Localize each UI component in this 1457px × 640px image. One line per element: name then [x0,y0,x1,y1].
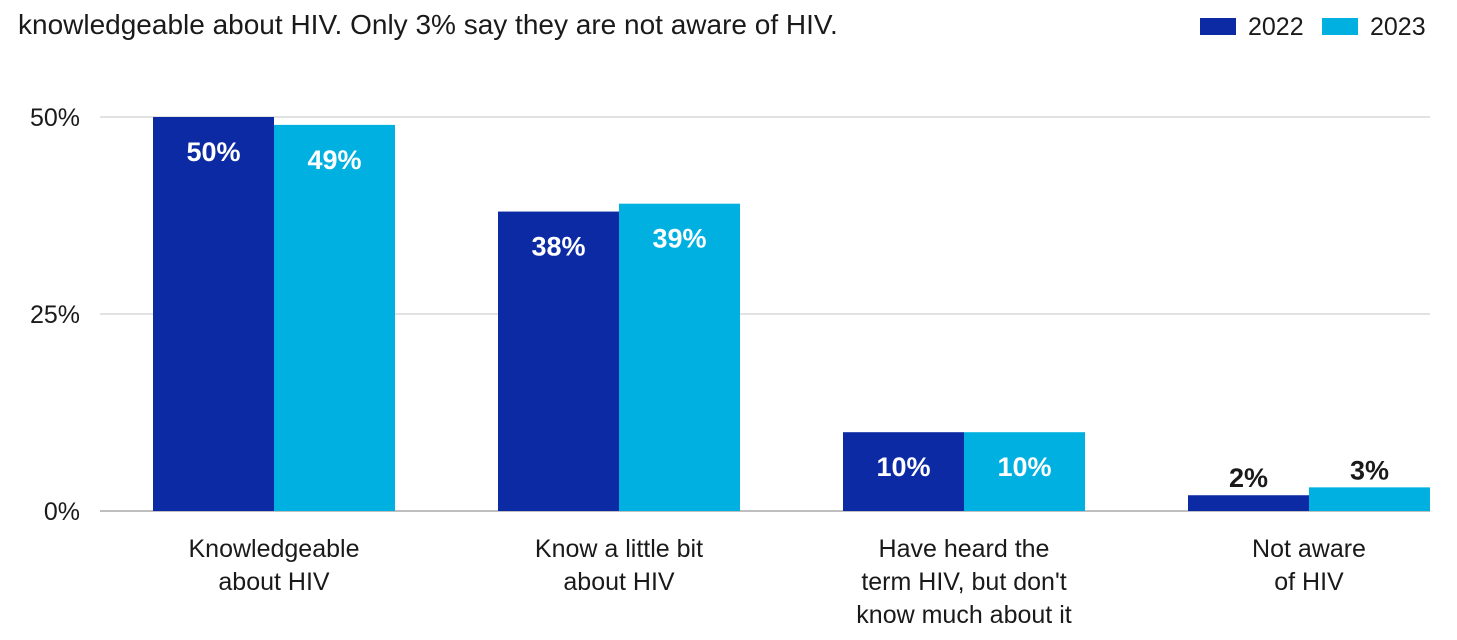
x-category-label: Know a little bit [535,535,703,563]
bar-2022-1 [498,211,619,511]
x-category-label: Not aware [1252,535,1366,563]
legend-label-2023: 2023 [1370,13,1426,41]
data-label-2023-2: 10% [997,452,1051,482]
bar-2022-2 [843,432,964,511]
legend-label-2022: 2022 [1248,13,1304,41]
data-label-2023-1: 39% [652,224,706,254]
x-axis: Knowledgeable about HIV Know a little bit a… [189,535,1366,629]
bar-2023-3 [1309,487,1430,511]
x-category-label: Knowledgeable [189,535,360,563]
bars [153,117,1430,511]
data-label-2022-3: 2% [1229,463,1268,493]
x-category-label: term HIV, but don't [861,568,1066,596]
x-category-label: know much about it [856,601,1071,629]
chart-subtitle: knowledgeable about HIV. Only 3% say the… [18,9,838,40]
chart-legend: 2022 2023 [1200,13,1426,41]
y-tick-label: 0% [44,498,80,526]
data-label-2022-0: 50% [186,137,240,167]
x-category-label: about HIV [563,568,675,596]
y-tick-label: 50% [30,104,80,132]
bar-2022-0 [153,117,274,511]
x-category-label: about HIV [218,568,330,596]
legend-swatch-2023 [1322,18,1358,35]
data-label-2023-3: 3% [1350,455,1389,485]
legend-swatch-2022 [1200,18,1236,35]
bar-2023-0 [274,124,395,511]
x-category-label: of HIV [1274,568,1344,596]
bar-2023-1 [619,203,740,511]
data-label-2022-2: 10% [876,452,930,482]
y-tick-label: 25% [30,301,80,329]
bar-2023-2 [964,432,1085,511]
bar-2022-3 [1188,495,1309,511]
data-label-2023-0: 49% [307,145,361,175]
y-axis: 0% 25% 50% [30,104,80,526]
data-label-2022-1: 38% [531,232,585,262]
data-labels: 50% 38% 10% 2% 49% 39% 10% 3% [186,137,1389,493]
x-category-label: Have heard the [879,535,1050,563]
